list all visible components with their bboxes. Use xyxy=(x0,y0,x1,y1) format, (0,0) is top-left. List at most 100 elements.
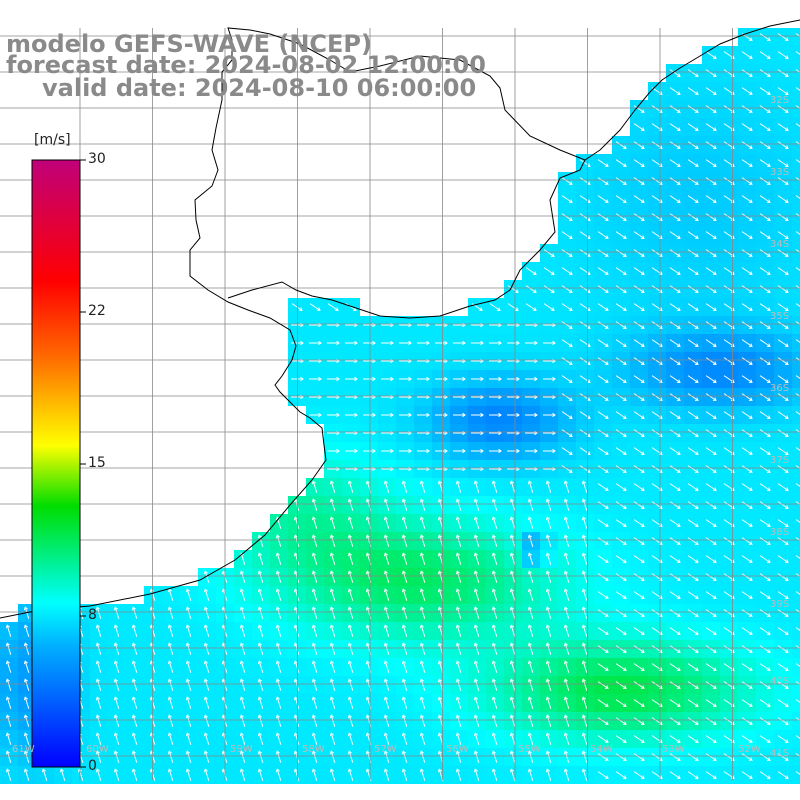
wind-arrow xyxy=(294,517,300,529)
wind-arrow xyxy=(312,733,318,745)
wind-arrow xyxy=(615,177,627,185)
wind-arrow xyxy=(330,481,336,493)
wind-arrow xyxy=(582,661,588,673)
wind-arrow xyxy=(777,357,789,365)
wind-arrow-head xyxy=(640,145,645,149)
wind-arrow xyxy=(384,625,390,637)
wind-arrow xyxy=(276,553,282,565)
wind-arrow xyxy=(294,697,300,709)
wind-arrow xyxy=(96,679,102,691)
wind-arrow-head xyxy=(622,289,627,293)
wind-arrow xyxy=(597,555,609,563)
wind-arrow xyxy=(186,679,192,691)
wind-arrow-head xyxy=(604,415,609,419)
wind-arrow-head xyxy=(586,433,591,437)
wind-arrow-head xyxy=(694,613,699,617)
wind-arrow-head xyxy=(712,649,717,653)
wind-arrow xyxy=(528,661,534,673)
wind-arrow xyxy=(669,735,681,743)
wind-arrow-head xyxy=(545,750,550,755)
wind-arrow-head xyxy=(514,307,519,311)
wind-arrow-head xyxy=(383,588,388,593)
wind-arrow-head xyxy=(730,667,735,671)
wind-arrow-head xyxy=(203,624,208,629)
wind-arrow-head xyxy=(257,570,262,575)
wind-arrow-head xyxy=(604,469,609,473)
wind-arrow-head xyxy=(676,145,681,149)
wind-arrow-head xyxy=(694,541,699,545)
wind-arrow xyxy=(240,769,246,781)
wind-arrow-head xyxy=(766,343,771,347)
wind-arrow xyxy=(6,661,12,673)
wind-arrow-head xyxy=(640,325,645,329)
wind-arrow-head xyxy=(257,696,262,701)
wind-arrow-head xyxy=(712,451,717,455)
wind-arrow xyxy=(597,591,609,599)
wind-arrow-head xyxy=(419,642,424,647)
wind-arrow xyxy=(240,589,246,601)
wind-arrow-head xyxy=(131,768,136,773)
wind-arrow xyxy=(795,717,800,721)
wind-arrow xyxy=(741,501,753,509)
wind-arrow xyxy=(507,303,519,311)
wind-arrow xyxy=(24,733,30,745)
wind-arrow-head xyxy=(516,412,520,418)
wind-arrow-head xyxy=(748,91,753,95)
wind-arrow-head xyxy=(23,678,28,683)
wind-arrow-head xyxy=(545,660,550,665)
wind-arrow xyxy=(777,231,789,239)
wind-arrow-head xyxy=(113,768,118,773)
wind-arrow xyxy=(312,697,318,709)
wind-arrow-head xyxy=(293,696,298,701)
wind-arrow xyxy=(150,733,156,745)
wind-arrow-head xyxy=(568,181,573,185)
wind-arrow xyxy=(402,517,408,529)
wind-arrow-head xyxy=(694,181,699,185)
colorbar-tick: 15 xyxy=(88,455,106,471)
wind-arrow xyxy=(561,321,573,329)
wind-arrow-head xyxy=(401,552,406,557)
wind-arrow xyxy=(561,213,573,221)
wind-arrow-head xyxy=(563,660,568,665)
wind-arrow xyxy=(615,645,627,653)
wind-arrow xyxy=(528,733,534,745)
wind-arrow-head xyxy=(712,739,717,743)
wind-arrow-head xyxy=(622,199,627,203)
wind-arrow xyxy=(294,553,300,565)
wind-arrow xyxy=(402,481,408,493)
wind-arrow-head xyxy=(748,739,753,743)
wind-arrow-head xyxy=(473,696,478,701)
wind-arrow-head xyxy=(712,217,717,221)
wind-arrow-head xyxy=(203,714,208,719)
wind-arrow-head xyxy=(766,649,771,653)
wind-arrow xyxy=(204,625,210,637)
wind-arrow-head xyxy=(748,307,753,311)
wind-arrow-head xyxy=(41,768,46,773)
wind-arrow xyxy=(633,447,645,455)
wind-arrow-head xyxy=(545,642,550,647)
wind-cell xyxy=(792,424,800,442)
wind-arrow xyxy=(615,465,627,473)
wind-arrow xyxy=(168,697,174,709)
wind-arrow xyxy=(24,643,30,655)
wind-arrow xyxy=(474,769,480,781)
wind-arrow xyxy=(132,643,138,655)
lon-label: 57W xyxy=(374,744,397,755)
lat-label: 35S xyxy=(770,311,790,322)
wind-arrow-head xyxy=(336,340,340,346)
wind-arrow-head xyxy=(516,376,520,382)
wind-arrow xyxy=(168,679,174,691)
wind-arrow xyxy=(492,481,498,493)
wind-arrow-head xyxy=(5,696,10,701)
wind-arrow-head xyxy=(622,397,627,401)
wind-arrow-head xyxy=(401,516,406,521)
wind-arrow-head xyxy=(784,415,789,419)
wind-cell xyxy=(792,460,800,478)
wind-arrow-head xyxy=(365,588,370,593)
wind-arrow-head xyxy=(604,613,609,617)
wind-arrow-head xyxy=(784,721,789,725)
wind-arrow-head xyxy=(712,235,717,239)
wind-cell xyxy=(792,550,800,568)
wind-arrow xyxy=(795,411,800,415)
wind-arrow-head xyxy=(509,480,514,485)
